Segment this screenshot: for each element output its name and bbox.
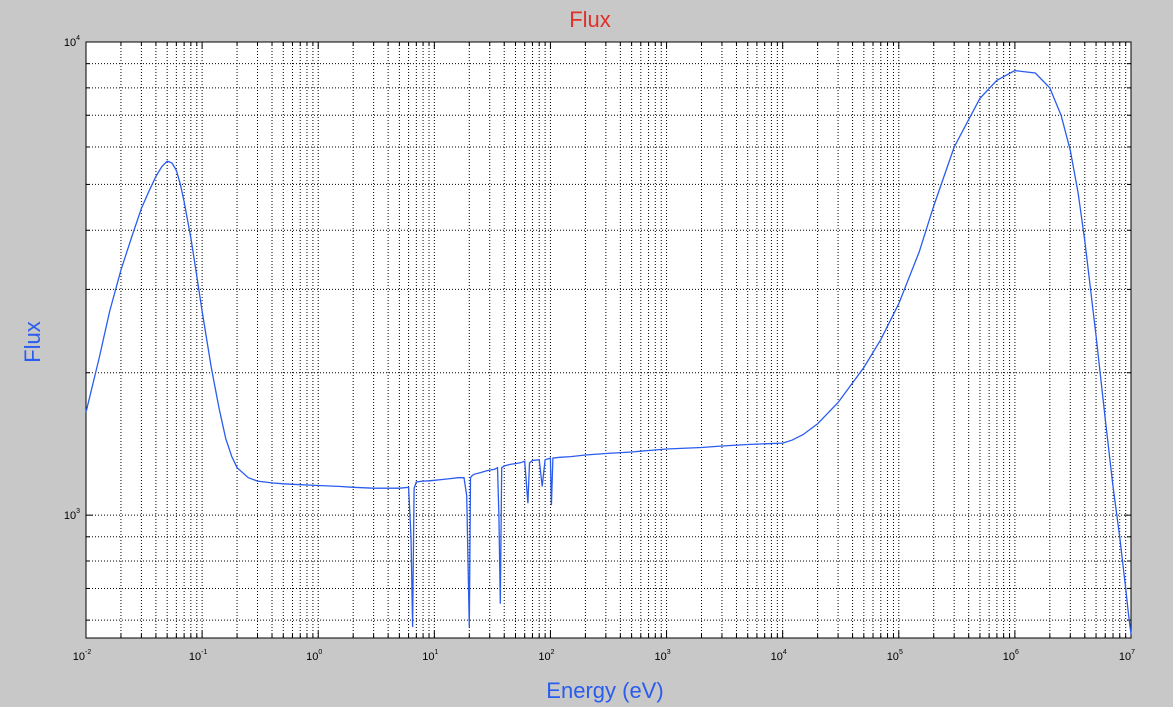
x-tick-label: 107 bbox=[1119, 649, 1135, 663]
chart-title: Flux bbox=[569, 7, 611, 32]
flux-series-line bbox=[85, 69, 1132, 635]
y-tick-label: 104 bbox=[64, 35, 80, 49]
x-tick-label: 105 bbox=[887, 649, 903, 663]
x-tick-label: 102 bbox=[538, 649, 554, 663]
x-tick-label: 10-1 bbox=[189, 649, 208, 663]
axis-ticks bbox=[85, 41, 1131, 638]
x-tick-label: 100 bbox=[306, 649, 322, 663]
x-tick-label: 101 bbox=[422, 649, 438, 663]
x-tick-label: 10-2 bbox=[73, 649, 92, 663]
x-tick-labels: 10-2 10-1 100 101 102 103 104 105 106 107 bbox=[73, 649, 1135, 663]
x-axis-label: Energy (eV) bbox=[546, 678, 663, 703]
y-tick-labels: 103 104 bbox=[64, 35, 80, 522]
x-tick-label: 104 bbox=[771, 649, 787, 663]
y-tick-label: 103 bbox=[64, 508, 80, 522]
x-tick-label: 106 bbox=[1003, 649, 1019, 663]
x-tick-label: 103 bbox=[654, 649, 670, 663]
y-axis-label: Flux bbox=[20, 321, 45, 363]
plot-area bbox=[85, 41, 1132, 639]
grid bbox=[85, 41, 1131, 638]
